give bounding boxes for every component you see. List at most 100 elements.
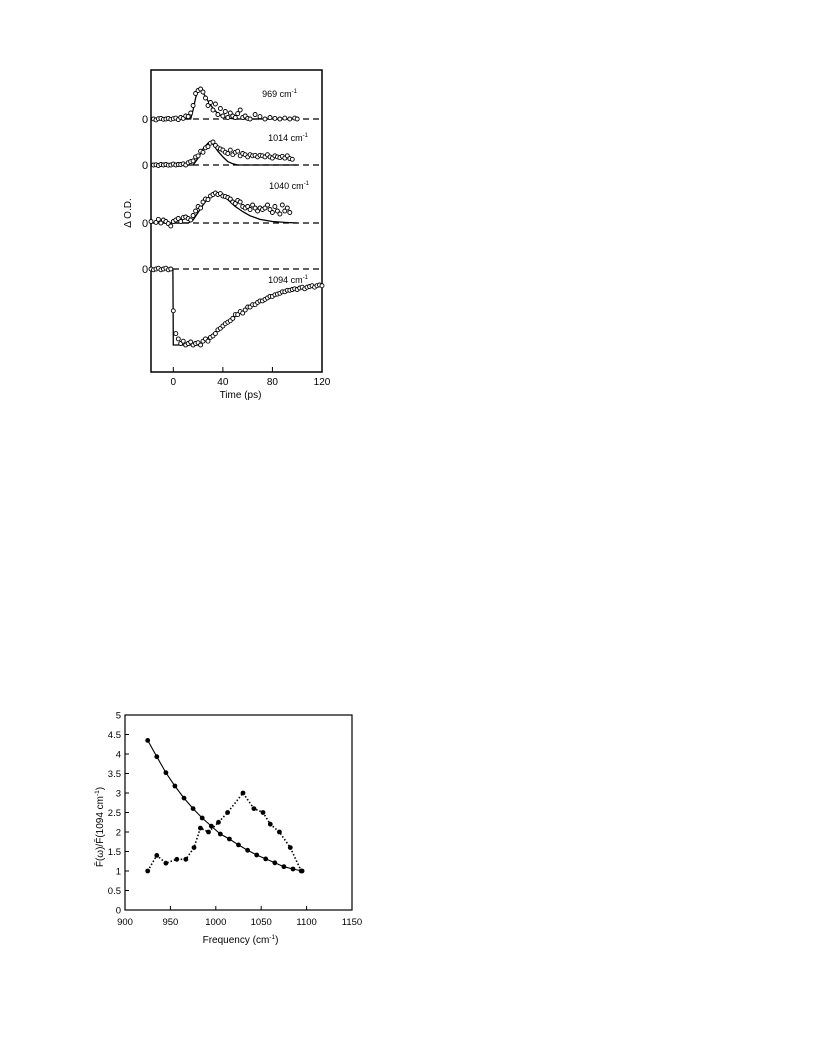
data-point	[190, 158, 196, 164]
data-point	[163, 770, 169, 776]
data-point	[282, 208, 288, 214]
data-point	[178, 219, 184, 224]
x-tick-label: 1150	[342, 917, 362, 928]
data-point	[284, 205, 290, 211]
data-point	[247, 116, 253, 122]
trace-label: 969 cm-1	[262, 89, 298, 99]
data-point	[188, 217, 194, 223]
data-point	[225, 115, 231, 120]
data-point	[279, 202, 285, 208]
data-point	[282, 115, 288, 121]
data-point	[145, 868, 151, 874]
series-line	[147, 740, 303, 872]
zero-label: 0	[142, 218, 148, 230]
data-point	[287, 116, 293, 122]
data-point	[260, 810, 266, 815]
data-point	[240, 310, 246, 316]
series-line	[147, 791, 302, 872]
data-point	[170, 308, 176, 314]
data-point	[200, 89, 206, 95]
data-point	[217, 831, 223, 837]
data-point	[299, 868, 305, 874]
data-point	[242, 307, 248, 313]
data-point	[251, 806, 257, 811]
data-point	[217, 106, 223, 111]
data-point	[240, 790, 246, 796]
data-point	[193, 208, 199, 214]
data-point	[263, 856, 269, 862]
trace-1: 0 969 cm-1	[142, 86, 322, 126]
data-point	[205, 103, 211, 108]
data-point	[191, 845, 197, 850]
data-point	[222, 109, 228, 114]
data-point	[277, 211, 283, 217]
data-point	[235, 312, 241, 318]
data-point	[227, 196, 233, 202]
data-point	[195, 153, 201, 159]
data-point	[290, 866, 296, 872]
data-point	[220, 113, 226, 119]
data-point	[277, 829, 282, 835]
data-point	[262, 205, 268, 211]
data-point	[272, 204, 278, 209]
data-point	[154, 754, 160, 760]
data-point	[163, 860, 169, 866]
data-point	[155, 216, 161, 222]
y-tick-label: 3	[116, 789, 121, 800]
data-point	[188, 110, 194, 116]
x-tick-label: 1050	[251, 917, 272, 928]
data-point	[172, 783, 178, 789]
data-point	[262, 116, 268, 122]
data-point	[203, 95, 208, 101]
data-point	[227, 110, 233, 116]
data-point	[252, 205, 258, 211]
trace-4: 0 1094 cm-1	[142, 264, 325, 348]
x-axis-label: Time (ps)	[220, 390, 262, 401]
data-point	[181, 795, 187, 801]
data-point	[205, 197, 211, 203]
data-point	[287, 845, 293, 850]
data-point	[277, 116, 283, 122]
data-point	[235, 111, 241, 117]
data-point	[237, 199, 243, 205]
y-tick-label: 2	[116, 828, 121, 839]
data-point	[265, 202, 270, 208]
y-tick-label: 4	[116, 750, 121, 761]
data-point	[206, 829, 211, 835]
data-point	[225, 810, 231, 815]
data-point	[198, 825, 203, 831]
data-point	[247, 207, 253, 212]
trace-label: 1040 cm-1	[269, 181, 310, 191]
data-point	[236, 842, 241, 848]
data-point	[158, 220, 164, 226]
data-point	[227, 836, 232, 842]
data-point	[193, 91, 199, 96]
data-point	[289, 156, 295, 162]
data-point	[257, 114, 263, 120]
data-point	[245, 847, 251, 853]
y-tick-label: 1.5	[108, 847, 121, 858]
data-point	[168, 266, 174, 272]
data-point	[252, 112, 258, 117]
series-1	[145, 738, 305, 874]
x-tick-label: 950	[162, 917, 178, 928]
data-point	[216, 819, 221, 825]
data-point	[148, 219, 154, 224]
data-point	[208, 823, 214, 829]
x-tick-label: 0	[171, 377, 177, 388]
x-tick-label: 1100	[296, 917, 316, 928]
data-point	[230, 315, 236, 321]
data-point	[190, 806, 196, 811]
data-point	[274, 208, 280, 214]
zero-label: 0	[142, 160, 148, 172]
x-axis-label: Frequency (cm-1)	[203, 934, 279, 946]
data-point	[267, 821, 273, 827]
data-point	[254, 852, 260, 858]
data-point	[319, 283, 325, 289]
trace-label: 1094 cm-1	[268, 275, 309, 285]
data-point	[232, 115, 238, 120]
data-point	[237, 107, 243, 113]
y-tick-label: 1	[116, 867, 121, 878]
x-tick-label: 120	[314, 377, 331, 388]
y-tick-label: 0.5	[108, 886, 121, 897]
